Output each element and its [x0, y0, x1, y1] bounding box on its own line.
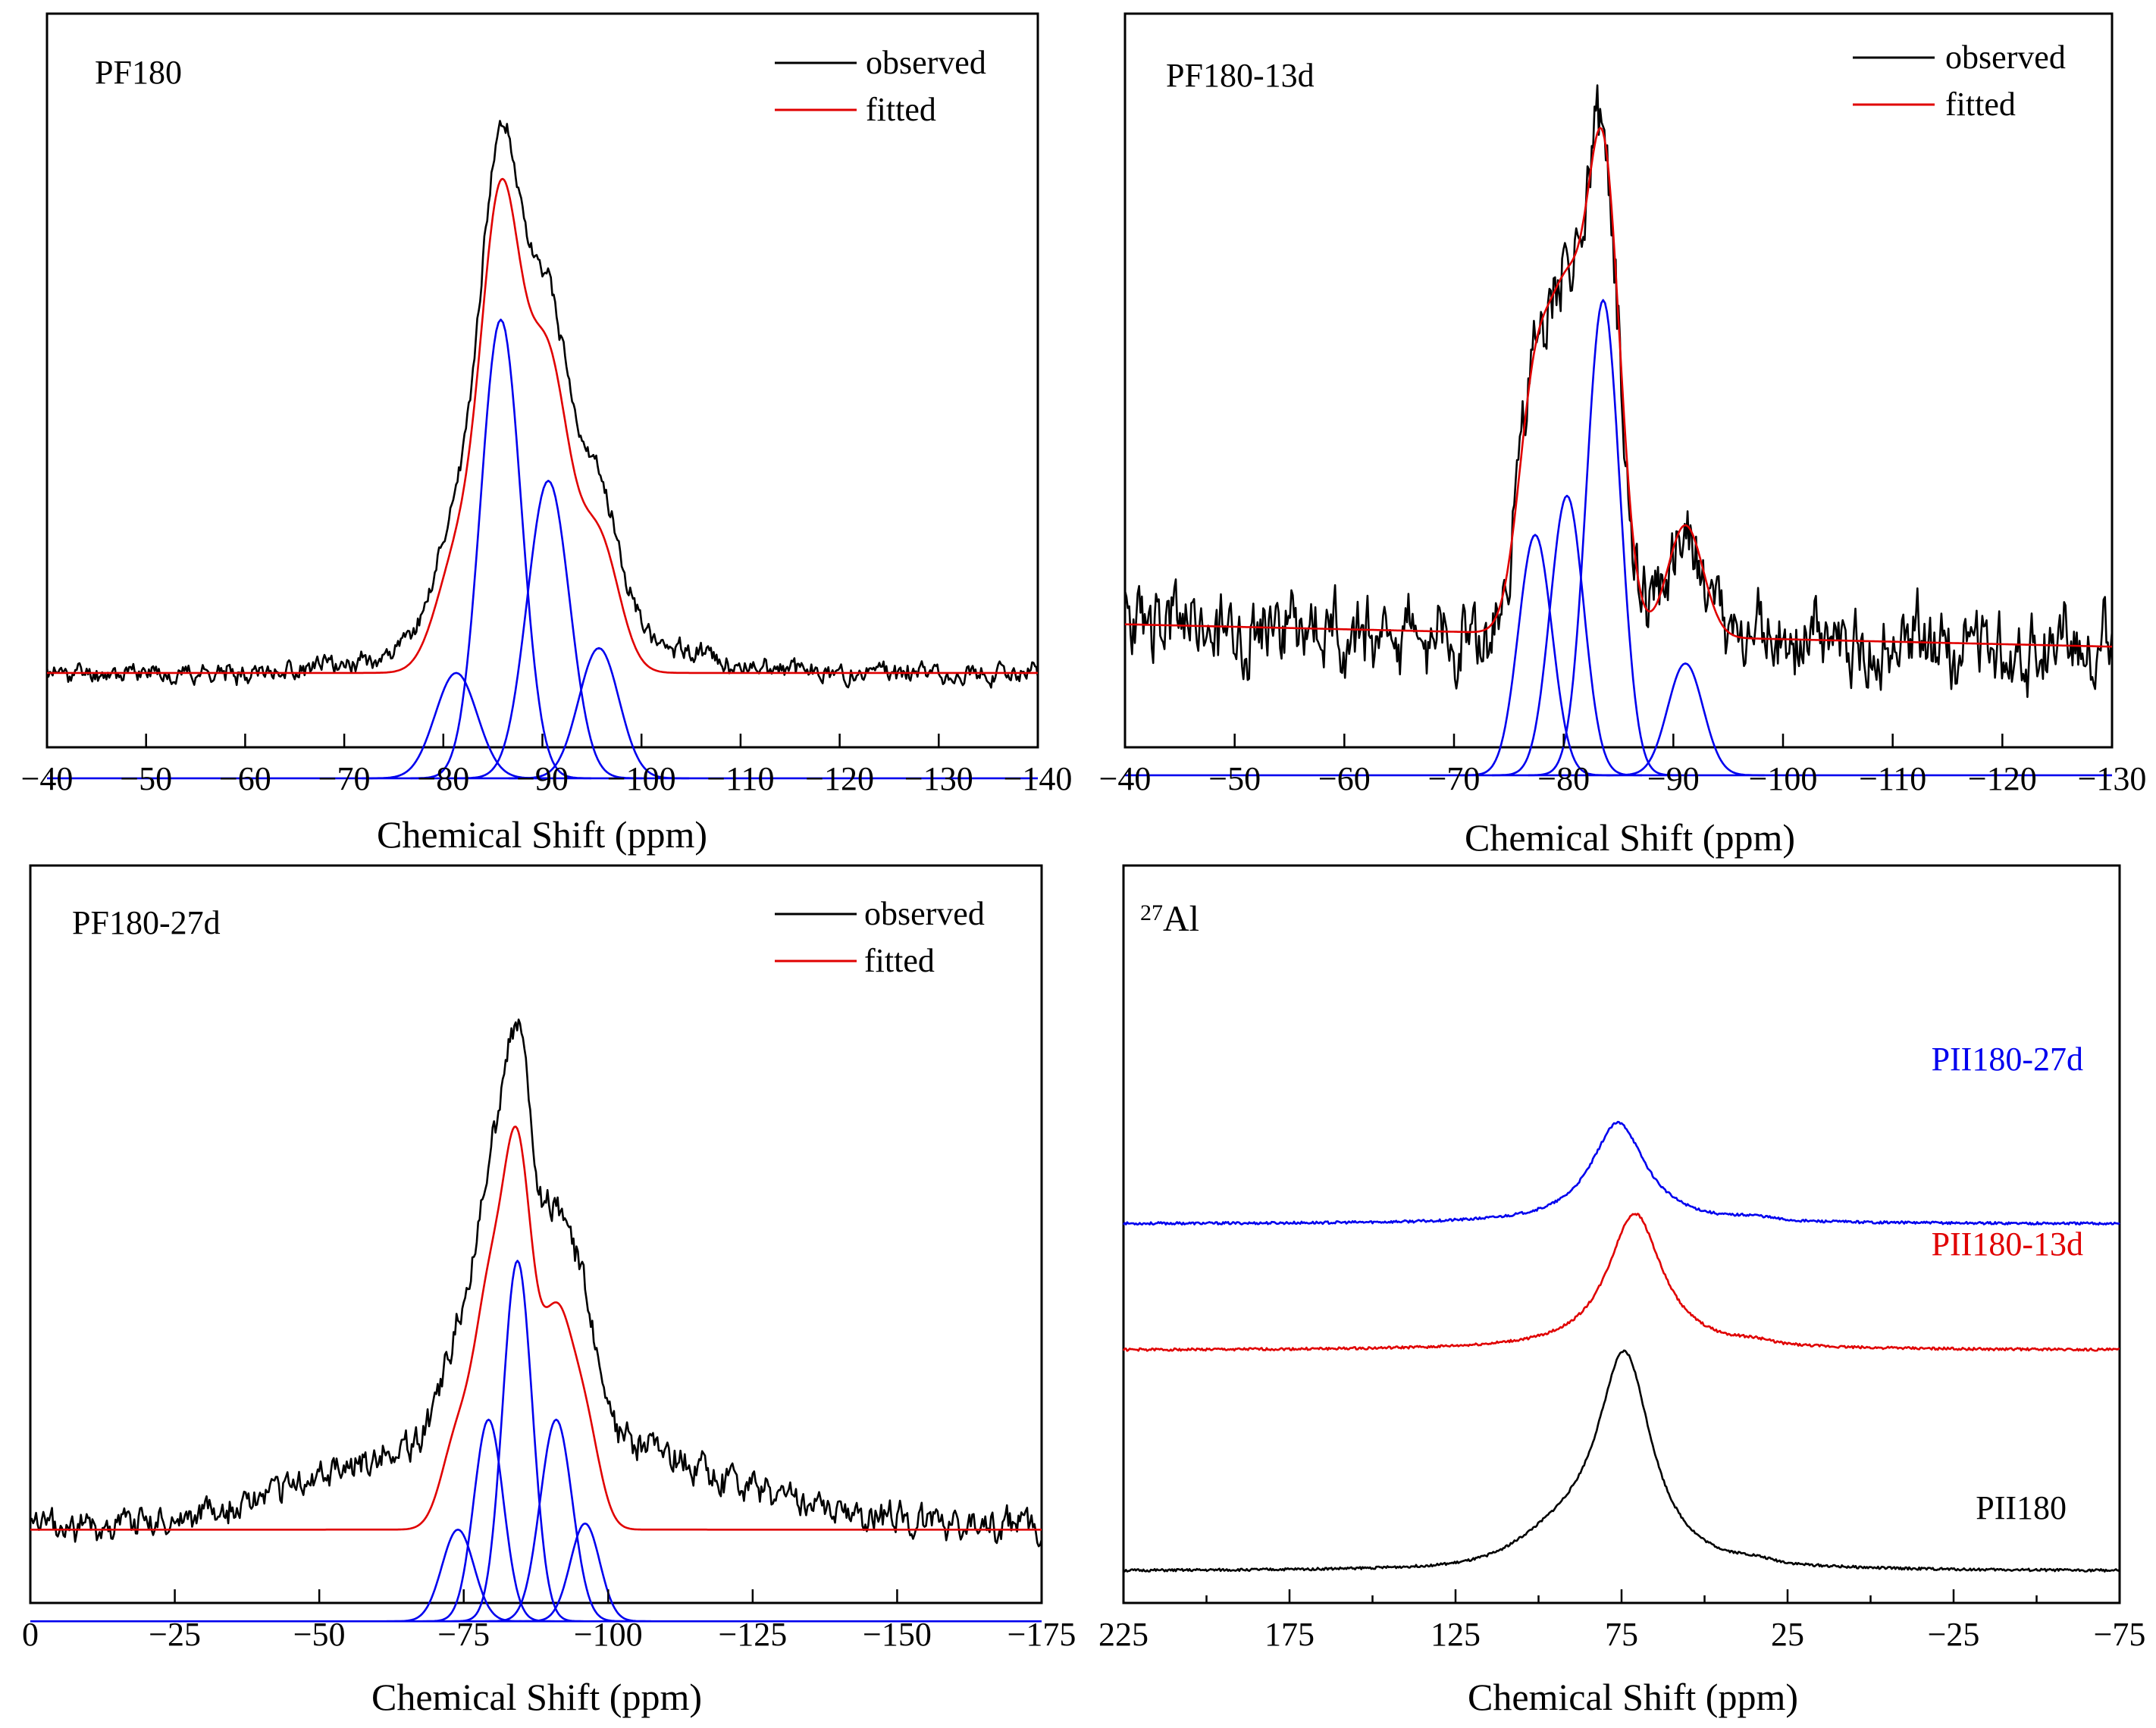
- x-tick-label: −50: [120, 760, 172, 797]
- x-tick-label: −70: [318, 760, 371, 797]
- observed-curve: [45, 120, 1039, 689]
- fit-component-4: [484, 1418, 628, 1623]
- fit-component-5: [519, 1522, 651, 1623]
- panel-title-main: Al: [1163, 899, 1199, 939]
- panel-title: 27Al: [1140, 899, 1199, 939]
- panel-title: PF180: [95, 54, 182, 91]
- x-tick-label: −25: [149, 1616, 201, 1653]
- spectrum-curves: [45, 120, 1039, 780]
- x-tick-label: −120: [805, 760, 874, 797]
- x-tick-label: −50: [1208, 760, 1261, 797]
- x-tick-label: 25: [1771, 1616, 1804, 1653]
- spectrum-pii180-13d: [1122, 1213, 2120, 1352]
- panel-pf180-13d: −40 −50 −60 −70 −80 −90 −100 −110 −120 −130 PF180…: [1099, 12, 2147, 859]
- x-tick-label: −110: [707, 760, 774, 797]
- x-tick-label: −75: [2094, 1616, 2146, 1653]
- legend-fitted-label: fitted: [864, 942, 935, 979]
- x-tick-label: −120: [1968, 760, 2037, 797]
- x-tick-label: 225: [1098, 1616, 1149, 1653]
- x-tick-label: −25: [1928, 1616, 1980, 1653]
- x-axis-label: Chemical Shift (ppm): [371, 1676, 702, 1718]
- fit-component-3: [451, 1260, 584, 1623]
- x-tick-label: −110: [1859, 760, 1926, 797]
- legend-observed-label: observed: [1945, 39, 2066, 76]
- x-axis-label: Chemical Shift (ppm): [377, 813, 707, 856]
- x-axis-label: Chemical Shift (ppm): [1465, 816, 1795, 859]
- x-axis-ticks: −40 −50 −60 −70 −80 −90 −100 −110 −120 −130 −140: [21, 734, 1073, 797]
- x-tick-label: −70: [1428, 760, 1481, 797]
- fit-component-3: [1528, 299, 1678, 777]
- panel-title: PF180-27d: [72, 904, 221, 941]
- x-tick-label: 175: [1264, 1616, 1315, 1653]
- x-tick-label: −80: [1537, 760, 1590, 797]
- panel-pf180: −40 −50 −60 −70 −80 −90 −100 −110 −120 −130 −140 P…: [21, 12, 1073, 856]
- series-label-pii180: PII180: [1976, 1489, 2067, 1526]
- x-tick-label: −130: [904, 760, 973, 797]
- spectrum-curves: [1122, 1120, 2120, 1573]
- observed-curve: [1123, 84, 2114, 698]
- legend-fitted-label: fitted: [1945, 86, 2016, 123]
- legend: observed fitted: [775, 44, 986, 128]
- x-tick-label: 125: [1431, 1616, 1481, 1653]
- observed-curve: [29, 1018, 1043, 1548]
- x-tick-label: −150: [863, 1616, 932, 1653]
- x-tick-label: −130: [2078, 760, 2147, 797]
- x-tick-label: −40: [21, 760, 74, 797]
- fit-component-1: [386, 1529, 530, 1623]
- x-tick-label: −140: [1004, 760, 1073, 797]
- x-axis-ticks: 0 −25 −50 −75 −100 −125 −150 −175: [22, 1589, 1076, 1653]
- fit-component-2: [410, 318, 591, 780]
- plot-frame: [29, 864, 1043, 1604]
- fit-component-3: [454, 480, 643, 780]
- x-axis-ticks: −40 −50 −60 −70 −80 −90 −100 −110 −120 −130: [1099, 734, 2147, 797]
- legend: observed fitted: [775, 895, 985, 979]
- x-tick-label: −60: [219, 760, 271, 797]
- x-tick-label: 75: [1605, 1616, 1638, 1653]
- plot-frame: [1123, 12, 2114, 749]
- legend: observed fitted: [1853, 39, 2066, 123]
- fit-component-1: [1460, 534, 1610, 777]
- panel-27al: 225 175 125 75 25 −25 −75 27Al PII180-27d PII1…: [1098, 864, 2145, 1718]
- spectrum-pii180: [1123, 1349, 2120, 1573]
- fit-component-2: [1492, 494, 1642, 777]
- series-labels: PII180-27d PII180-13d PII180: [1932, 1041, 2083, 1526]
- x-axis-ticks: 225 175 125 75 25 −25 −75: [1098, 1589, 2145, 1653]
- legend-fitted-label: fitted: [866, 91, 936, 128]
- x-tick-label: −90: [516, 760, 569, 797]
- series-label-pii180-27d: PII180-27d: [1932, 1041, 2083, 1078]
- x-tick-label: −125: [718, 1616, 787, 1653]
- fitted-curve: [47, 177, 1038, 675]
- x-tick-label: −100: [1749, 760, 1818, 797]
- legend-observed-label: observed: [864, 895, 985, 932]
- x-tick-label: −100: [574, 1616, 643, 1653]
- x-tick-label: −80: [417, 760, 469, 797]
- spectrum-pii180-27d: [1122, 1120, 2120, 1226]
- spectrum-curves: [1123, 84, 2114, 777]
- legend-observed-label: observed: [866, 44, 986, 81]
- fitted-curve: [30, 1125, 1042, 1531]
- x-axis-label: Chemical Shift (ppm): [1468, 1676, 1798, 1718]
- x-tick-label: −40: [1099, 760, 1152, 797]
- x-tick-label: −175: [1007, 1616, 1076, 1653]
- x-tick-label: −75: [437, 1616, 490, 1653]
- series-label-pii180-13d: PII180-13d: [1932, 1226, 2083, 1263]
- fit-component-4: [508, 646, 690, 780]
- x-tick-label: −60: [1318, 760, 1371, 797]
- spectrum-curves: [29, 1018, 1043, 1623]
- fit-component-4: [1606, 662, 1765, 777]
- panel-pf180-27d: 0 −25 −50 −75 −100 −125 −150 −175 PF180-27d obs…: [22, 864, 1076, 1718]
- panel-title: PF180-13d: [1166, 57, 1315, 94]
- panel-title-superscript: 27: [1140, 900, 1163, 925]
- x-tick-label: −50: [293, 1616, 346, 1653]
- fit-component-2: [422, 1418, 555, 1623]
- x-tick-label: −90: [1647, 760, 1700, 797]
- fit-component-1: [362, 671, 550, 780]
- x-tick-label: −100: [607, 760, 676, 797]
- x-tick-label: 0: [22, 1616, 39, 1653]
- fitted-curve: [1124, 127, 2112, 648]
